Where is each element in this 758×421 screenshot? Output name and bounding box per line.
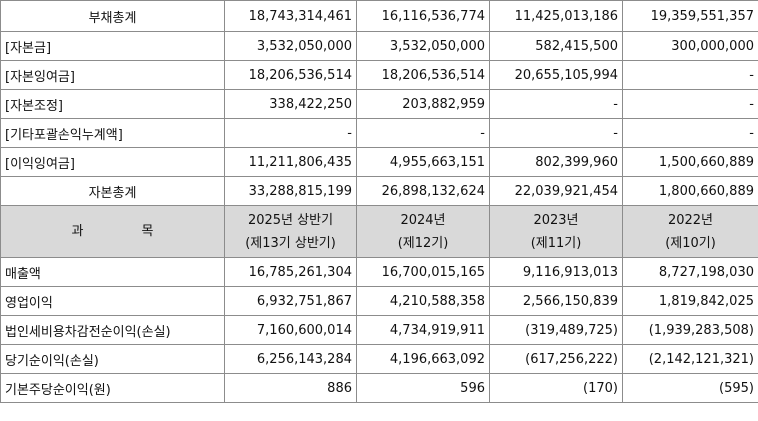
- header-period: 2023년 (제11기): [489, 205, 623, 258]
- table-row-pretax-income: 법인세비용차감전순이익(손실) 7,160,600,014 4,734,919,…: [0, 315, 758, 345]
- table-row-total-equity: 자본총계 33,288,815,199 26,898,132,624 22,03…: [0, 176, 758, 206]
- row-label: 영업이익: [0, 286, 225, 316]
- header-period: 2022년 (제10기): [622, 205, 758, 258]
- cell-value: 802,399,960: [489, 147, 623, 177]
- header-period: 2024년 (제12기): [356, 205, 490, 258]
- financial-summary-table: 부채총계 18,743,314,461 16,116,536,774 11,42…: [0, 0, 758, 403]
- cell-value: (617,256,222): [489, 344, 623, 374]
- cell-value: -: [489, 89, 623, 119]
- cell-value: 11,425,013,186: [489, 0, 623, 32]
- table-row-capital-adjustment: [자본조정] 338,422,250 203,882,959 - -: [0, 89, 758, 119]
- table-row-retained-earnings: [이익잉여금] 11,211,806,435 4,955,663,151 802…: [0, 147, 758, 177]
- cell-value: -: [356, 118, 490, 148]
- cell-value: 4,210,588,358: [356, 286, 490, 316]
- cell-value: 3,532,050,000: [356, 31, 490, 61]
- cell-value: 16,785,261,304: [224, 257, 357, 287]
- cell-value: 18,206,536,514: [224, 60, 357, 90]
- row-label: [기타포괄손익누계액]: [0, 118, 225, 148]
- cell-value: 6,256,143,284: [224, 344, 357, 374]
- cell-value: -: [622, 60, 758, 90]
- header-subject-left: 과: [71, 224, 84, 239]
- cell-value: 1,819,842,025: [622, 286, 758, 316]
- row-label: 매출액: [0, 257, 225, 287]
- cell-value: (595): [622, 373, 758, 403]
- table-row-total-liabilities: 부채총계 18,743,314,461 16,116,536,774 11,42…: [0, 0, 758, 32]
- header-period-year: 2024년: [400, 212, 446, 228]
- row-label: [자본잉여금]: [0, 60, 225, 90]
- header-period-term: (제13기 상반기): [245, 235, 336, 251]
- cell-value: 300,000,000: [622, 31, 758, 61]
- header-period-term: (제11기): [530, 235, 582, 251]
- cell-value: 1,500,660,889: [622, 147, 758, 177]
- cell-value: 4,196,663,092: [356, 344, 490, 374]
- cell-value: 7,160,600,014: [224, 315, 357, 345]
- table-row-revenue: 매출액 16,785,261,304 16,700,015,165 9,116,…: [0, 257, 758, 287]
- cell-value: 33,288,815,199: [224, 176, 357, 206]
- cell-value: 3,532,050,000: [224, 31, 357, 61]
- cell-value: 1,800,660,889: [622, 176, 758, 206]
- cell-value: -: [622, 89, 758, 119]
- table-row-net-income: 당기순이익(손실) 6,256,143,284 4,196,663,092 (6…: [0, 344, 758, 374]
- row-label: 법인세비용차감전순이익(손실): [0, 315, 225, 345]
- cell-value: -: [489, 118, 623, 148]
- row-label: 당기순이익(손실): [0, 344, 225, 374]
- cell-value: 203,882,959: [356, 89, 490, 119]
- cell-value: 596: [356, 373, 490, 403]
- cell-value: 886: [224, 373, 357, 403]
- cell-value: 582,415,500: [489, 31, 623, 61]
- row-label: [자본조정]: [0, 89, 225, 119]
- table-row-eps: 기본주당순이익(원) 886 596 (170) (595): [0, 373, 758, 403]
- row-label: [자본금]: [0, 31, 225, 61]
- table-row-capital-surplus: [자본잉여금] 18,206,536,514 18,206,536,514 20…: [0, 60, 758, 90]
- header-period-year: 2023년: [533, 212, 579, 228]
- cell-value: 338,422,250: [224, 89, 357, 119]
- cell-value: 4,734,919,911: [356, 315, 490, 345]
- row-label: 기본주당순이익(원): [0, 373, 225, 403]
- cell-value: 26,898,132,624: [356, 176, 490, 206]
- table-row-operating-income: 영업이익 6,932,751,867 4,210,588,358 2,566,1…: [0, 286, 758, 316]
- cell-value: 4,955,663,151: [356, 147, 490, 177]
- row-label: 자본총계: [0, 176, 225, 206]
- header-period-term: (제12기): [397, 235, 449, 251]
- cell-value: 6,932,751,867: [224, 286, 357, 316]
- header-period-year: 2025년 상반기: [247, 212, 334, 228]
- table-row-accumulated-oci: [기타포괄손익누계액] - - - -: [0, 118, 758, 148]
- cell-value: 22,039,921,454: [489, 176, 623, 206]
- cell-value: 19,359,551,357: [622, 0, 758, 32]
- cell-value: -: [224, 118, 357, 148]
- cell-value: (1,939,283,508): [622, 315, 758, 345]
- cell-value: (2,142,121,321): [622, 344, 758, 374]
- cell-value: -: [622, 118, 758, 148]
- row-label: 부채총계: [0, 0, 225, 32]
- header-period-year: 2022년: [667, 212, 714, 228]
- cell-value: 8,727,198,030: [622, 257, 758, 287]
- header-period: 2025년 상반기 (제13기 상반기): [224, 205, 357, 258]
- header-subject: 과 목: [0, 205, 225, 258]
- cell-value: (319,489,725): [489, 315, 623, 345]
- cell-value: 11,211,806,435: [224, 147, 357, 177]
- cell-value: 2,566,150,839: [489, 286, 623, 316]
- table-header-row: 과 목 2025년 상반기 (제13기 상반기) 2024년 (제12기) 20…: [0, 205, 758, 258]
- cell-value: 16,116,536,774: [356, 0, 490, 32]
- cell-value: 20,655,105,994: [489, 60, 623, 90]
- cell-value: 16,700,015,165: [356, 257, 490, 287]
- header-period-term: (제10기): [665, 235, 716, 251]
- cell-value: 9,116,913,013: [489, 257, 623, 287]
- cell-value: 18,206,536,514: [356, 60, 490, 90]
- header-subject-right: 목: [141, 224, 154, 239]
- table-row-capital-stock: [자본금] 3,532,050,000 3,532,050,000 582,41…: [0, 31, 758, 61]
- cell-value: 18,743,314,461: [224, 0, 357, 32]
- row-label: [이익잉여금]: [0, 147, 225, 177]
- cell-value: (170): [489, 373, 623, 403]
